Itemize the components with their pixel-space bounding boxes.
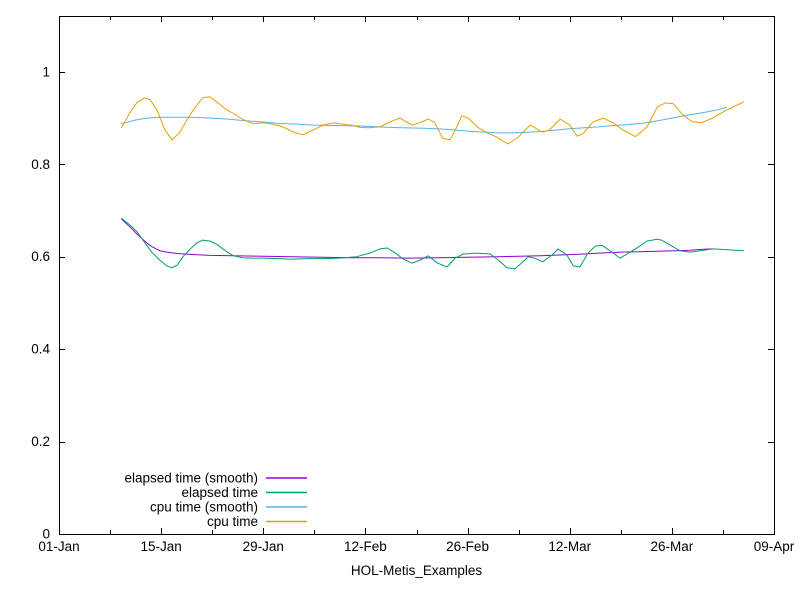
x-axis-title: HOL-Metis_Examples bbox=[350, 563, 483, 578]
x-tick-label: 29-Jan bbox=[243, 539, 284, 554]
y-tick-label: 0 bbox=[42, 527, 50, 542]
y-tick-label: 0.4 bbox=[31, 342, 50, 357]
series-line-cpu-time bbox=[121, 96, 744, 145]
x-tick-label: 15-Jan bbox=[141, 539, 182, 554]
x-tick-label: 09-Apr bbox=[754, 539, 795, 554]
x-tick-label: 01-Jan bbox=[38, 539, 79, 554]
y-tick-label: 0.8 bbox=[31, 157, 50, 172]
y-tick-label: 0.2 bbox=[31, 434, 50, 449]
series-line-elapsed-time-smooth bbox=[121, 218, 713, 259]
x-tick-label: 26-Feb bbox=[446, 539, 489, 554]
y-tick-label: 1 bbox=[42, 64, 50, 79]
legend-label: cpu time bbox=[207, 514, 258, 529]
legend-label: elapsed time (smooth) bbox=[124, 471, 258, 486]
x-tick-label: 26-Mar bbox=[650, 539, 693, 554]
y-tick-label: 0.6 bbox=[31, 249, 50, 264]
x-tick-label: 12-Feb bbox=[344, 539, 387, 554]
series-line-elapsed-time bbox=[121, 217, 744, 270]
x-tick-label: 12-Mar bbox=[548, 539, 591, 554]
series-line-cpu-time-smooth bbox=[121, 107, 728, 134]
legend-label: elapsed time bbox=[181, 485, 258, 500]
plot-border bbox=[59, 16, 775, 535]
legend-label: cpu time (smooth) bbox=[150, 500, 258, 515]
